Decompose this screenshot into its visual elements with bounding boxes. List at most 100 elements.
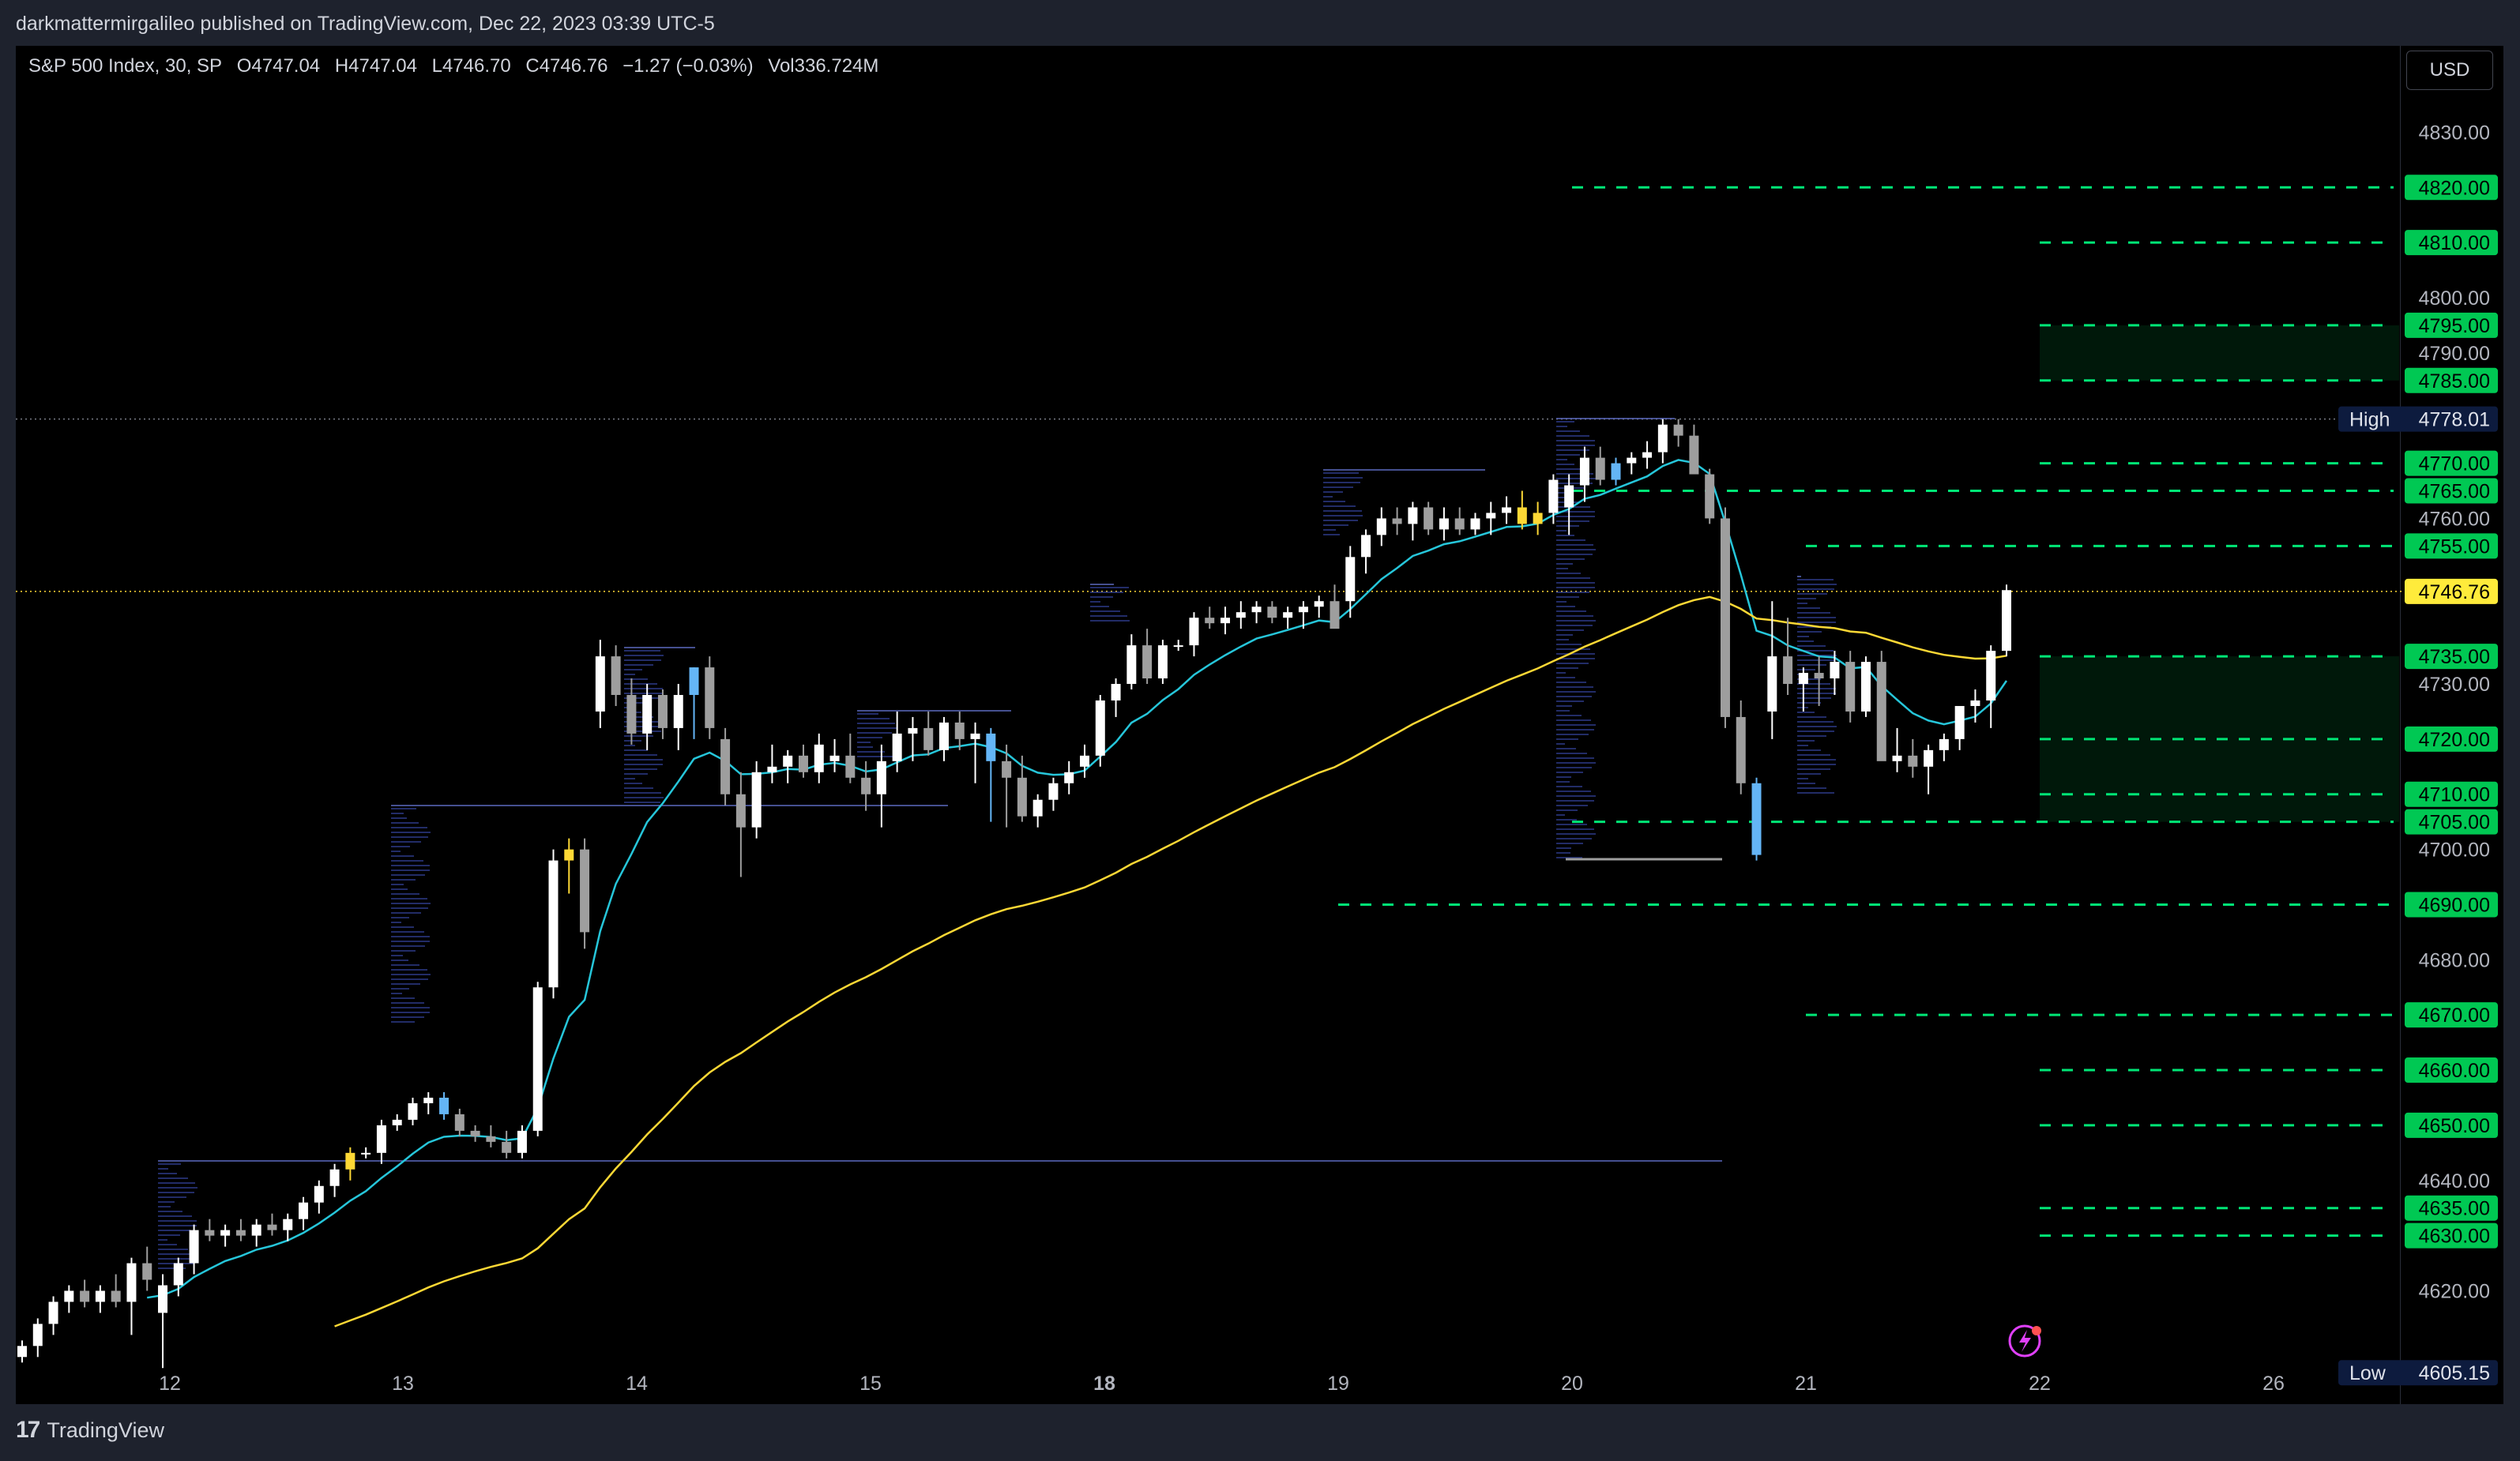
candle-body[interactable] [1611,463,1621,480]
candle-body[interactable] [1767,656,1777,712]
candle-body[interactable] [392,1119,402,1125]
candle-body[interactable] [1689,435,1699,475]
candle-body[interactable] [439,1097,449,1114]
candle-body[interactable] [1221,618,1231,624]
candle-body[interactable] [548,860,559,988]
candle-body[interactable] [1064,772,1074,783]
candle-body[interactable] [626,694,637,734]
candle-body[interactable] [1095,700,1105,756]
candle-body[interactable] [1876,662,1886,761]
tradingview-brand[interactable]: 17 TradingView [16,1417,164,1444]
candle-body[interactable] [1345,557,1356,602]
candle-body[interactable] [408,1102,418,1120]
candle-body[interactable] [1595,457,1605,480]
candle-body[interactable] [720,738,731,794]
candle-body[interactable] [314,1185,324,1203]
candle-body[interactable] [1548,479,1559,513]
candle-body[interactable] [486,1136,496,1142]
candle-body[interactable] [189,1230,199,1264]
candle-body[interactable] [1751,783,1762,855]
candle-body[interactable] [1845,662,1856,712]
candle-body[interactable] [64,1290,74,1302]
candle-body[interactable] [876,761,886,794]
candle-body[interactable] [1205,618,1215,624]
candle-body[interactable] [1502,507,1512,513]
symbol-name[interactable]: S&P 500 Index, 30, SP [28,55,223,77]
alert-icon[interactable] [2008,1324,2041,1358]
chart-pane[interactable] [16,46,2400,1404]
candle-body[interactable] [1439,518,1449,530]
candle-body[interactable] [1267,607,1277,618]
candle-body[interactable] [689,667,699,695]
candle-body[interactable] [267,1224,277,1230]
candle-body[interactable] [705,667,715,728]
candle-body[interactable] [814,744,824,772]
candle-body[interactable] [767,766,777,772]
candle-body[interactable] [502,1141,512,1153]
candle-body[interactable] [1642,452,1653,458]
candle-body[interactable] [32,1324,43,1346]
candle-body[interactable] [48,1301,58,1324]
candle-body[interactable] [1986,651,1996,700]
candle-body[interactable] [345,1152,355,1170]
candle-body[interactable] [1330,601,1340,629]
candle-body[interactable] [1032,799,1043,817]
candle-body[interactable] [111,1290,121,1302]
candle-body[interactable] [299,1202,309,1219]
candle-body[interactable] [1579,457,1589,486]
candle-body[interactable] [158,1285,168,1313]
candle-body[interactable] [1657,424,1668,453]
candle-body[interactable] [376,1125,386,1153]
candle-body[interactable] [1627,457,1637,464]
candle-body[interactable] [95,1290,105,1302]
candle-body[interactable] [798,755,808,772]
candle-body[interactable] [532,987,543,1131]
currency-button[interactable]: USD [2406,51,2493,90]
candle-body[interactable] [1798,673,1808,685]
candle-body[interactable] [1814,673,1824,679]
candle-body[interactable] [2002,590,2011,652]
candle-body[interactable] [923,727,934,750]
candle-body[interactable] [1517,507,1527,524]
candle-body[interactable] [611,656,621,695]
candle-body[interactable] [1048,783,1059,800]
candle-body[interactable] [1126,645,1137,685]
candle-body[interactable] [454,1114,465,1131]
candle-body[interactable] [1376,518,1386,535]
candle-body[interactable] [470,1130,480,1136]
candle-body[interactable] [892,733,902,761]
candle-body[interactable] [1424,507,1434,530]
candle-body[interactable] [1908,755,1918,767]
candle-body[interactable] [1486,513,1496,519]
candle-body[interactable] [1705,474,1715,519]
candle-body[interactable] [1533,513,1543,524]
candle-body[interactable] [986,733,996,761]
candle-body[interactable] [1157,645,1168,679]
candle-body[interactable] [1970,700,1980,706]
candle-body[interactable] [220,1230,231,1236]
candle-body[interactable] [908,727,918,734]
candle-body[interactable] [361,1152,371,1155]
candle-body[interactable] [1173,645,1183,648]
candle-body[interactable] [783,755,793,767]
candle-body[interactable] [126,1263,137,1302]
candle-body[interactable] [1142,645,1153,679]
candle-body[interactable] [595,656,605,712]
candle-body[interactable] [329,1169,340,1186]
candle-body[interactable] [657,694,668,728]
candle-body[interactable] [829,755,840,761]
candle-body[interactable] [1830,662,1840,679]
candle-body[interactable] [1236,612,1246,618]
candle-body[interactable] [173,1263,183,1286]
candle-body[interactable] [1470,518,1480,530]
candle-body[interactable] [580,849,590,933]
candle-body[interactable] [642,694,653,734]
candle-body[interactable] [970,733,980,739]
candle-body[interactable] [423,1097,434,1103]
candle-body[interactable] [1283,612,1293,618]
candle-body[interactable] [517,1130,527,1153]
candle-body[interactable] [251,1224,261,1236]
candle-body[interactable] [1002,761,1012,778]
candle-body[interactable] [564,849,574,861]
